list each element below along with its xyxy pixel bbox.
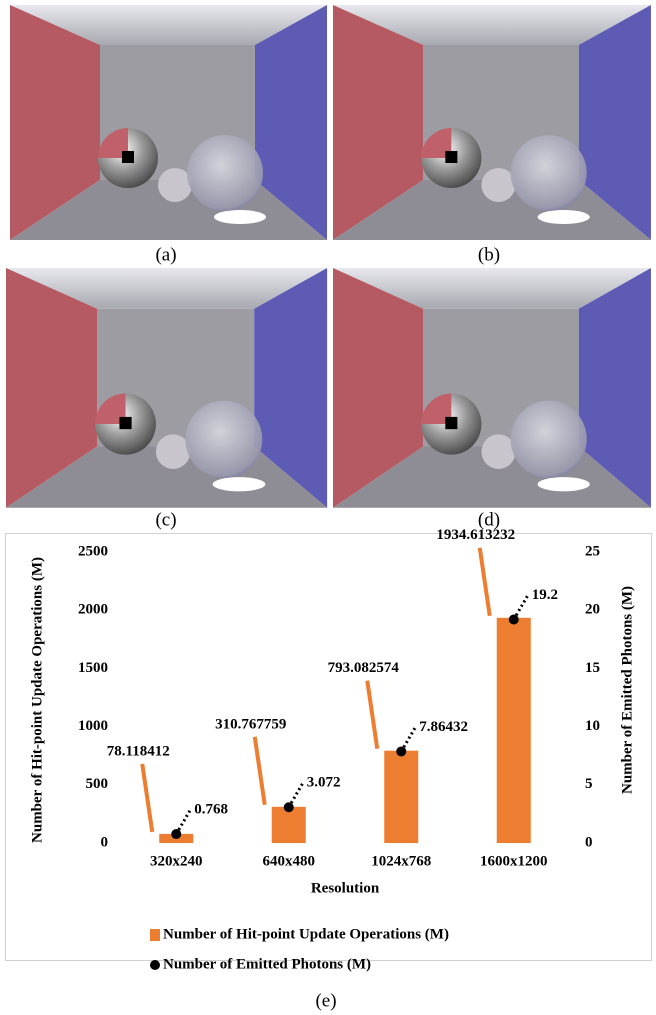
bar xyxy=(272,807,306,843)
y-tick-label: 2500 xyxy=(78,543,108,559)
data-label: 1934.613232 xyxy=(436,527,515,543)
y-axis-title: Number of Hit-point Update Operations (M… xyxy=(29,557,45,843)
caption: (c) xyxy=(155,509,176,530)
x-axis-title: Resolution xyxy=(311,880,380,896)
caption: (a) xyxy=(155,244,176,265)
data-label: 310.767759 xyxy=(215,716,286,732)
point xyxy=(284,802,294,812)
legend-label: Number of Emitted Photons (M) xyxy=(163,956,371,972)
data-label: 19.2 xyxy=(532,587,558,603)
page: (a) (b) (c) (d) (e) Number of Hit-point … xyxy=(0,0,656,1015)
caption: (e) xyxy=(315,990,336,1011)
y2-axis-title: Number of Emitted Photons (M) xyxy=(619,586,635,794)
point xyxy=(509,615,519,625)
render-image xyxy=(333,5,651,240)
x-tick-label: 1024x768 xyxy=(371,853,431,869)
bar xyxy=(497,618,531,843)
data-label: 0.768 xyxy=(194,801,228,817)
render-image xyxy=(333,268,651,508)
render-image xyxy=(6,268,327,508)
x-tick-label: 640x480 xyxy=(263,853,316,869)
data-label: 3.072 xyxy=(307,775,341,791)
x-tick-label: 320x240 xyxy=(150,853,203,869)
legend-label: Number of Hit-point Update Operations (M… xyxy=(163,926,449,942)
caption: (b) xyxy=(478,244,500,265)
y-tick-label: 1500 xyxy=(78,660,108,676)
x-tick-label: 1600x1200 xyxy=(480,853,548,869)
y2-tick-label: 0 xyxy=(585,834,593,850)
y-tick-label: 0 xyxy=(101,834,109,850)
data-label: 7.86432 xyxy=(419,719,468,735)
point xyxy=(171,829,181,839)
y-tick-label: 2000 xyxy=(78,602,108,618)
bar xyxy=(384,751,418,843)
legend-swatch xyxy=(150,960,160,970)
figure: (a) (b) (c) (d) (e) Number of Hit-point … xyxy=(0,0,656,1015)
point xyxy=(396,746,406,756)
y2-tick-label: 5 xyxy=(585,776,593,792)
legend-swatch xyxy=(150,929,160,941)
y2-tick-label: 15 xyxy=(585,660,600,676)
y-tick-label: 500 xyxy=(86,776,109,792)
render-image xyxy=(10,5,327,240)
y-tick-label: 1000 xyxy=(78,718,108,734)
y2-tick-label: 20 xyxy=(585,602,600,618)
data-label: 793.082574 xyxy=(328,660,400,676)
y2-tick-label: 25 xyxy=(585,543,600,559)
data-label: 78.118412 xyxy=(107,743,170,759)
y2-tick-label: 10 xyxy=(585,718,600,734)
